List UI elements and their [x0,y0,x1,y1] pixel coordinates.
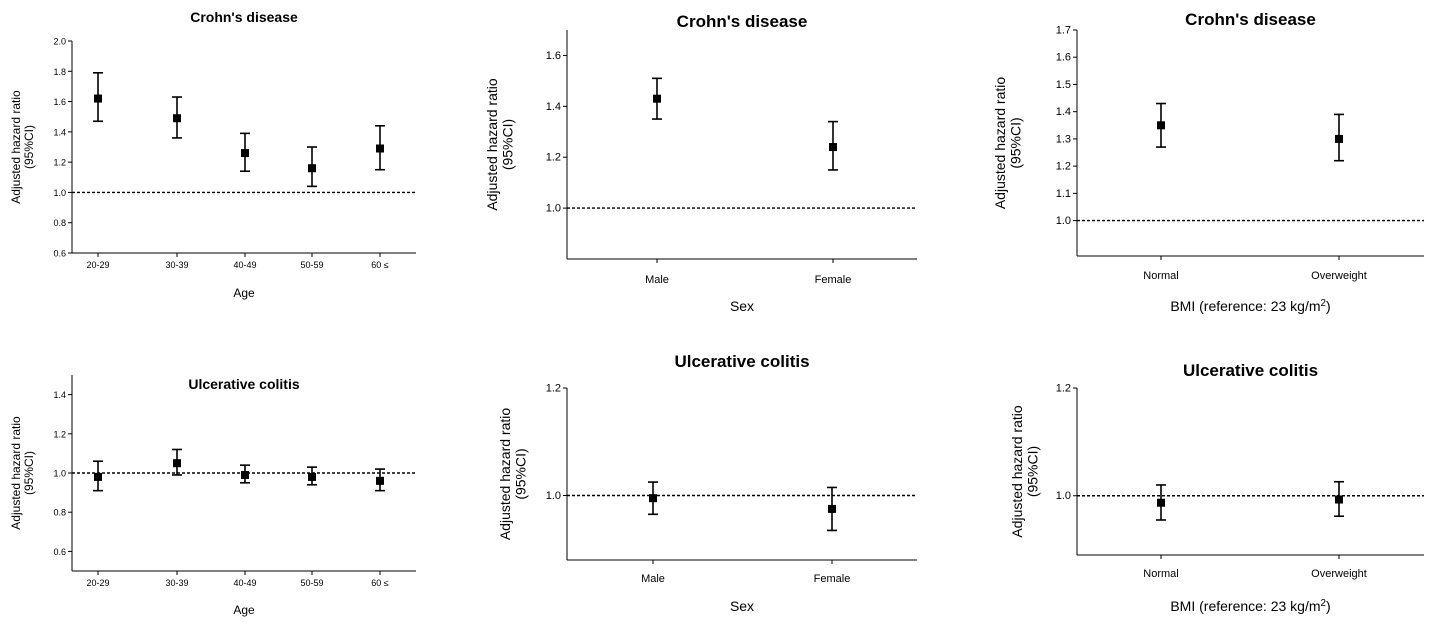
chart-panel-1: Crohn's disease 0.6 0.8 1.0 1.2 1.4 1.6 1.8 2.0 2… [9,9,416,300]
x-axis-label: BMI (reference: 23 kg/m2) [1170,298,1330,315]
y-tick-label: 1.2 [1056,161,1071,173]
x-tick-label: Normal [1143,270,1178,282]
y-tick-label: 1.4 [53,390,66,400]
y-tick-label: 1.0 [1056,215,1071,227]
x-axis-label: Sex [730,298,754,314]
y-axis-label: Adjusted hazard ratio(95%CI) [9,90,36,204]
y-tick-label: 1.4 [53,127,66,137]
point-estimate [653,94,661,103]
y-tick-label: 1.2 [546,383,561,395]
chart-title: Ulcerative colitis [188,376,299,392]
x-tick-label: Overweight [1311,270,1367,282]
chart-title: Ulcerative colitis [1183,361,1318,380]
x-tick-label: 60 ≤ [371,260,389,270]
y-tick-label: 1.6 [1056,52,1071,64]
y-tick-label: 1.2 [53,158,66,168]
x-tick-label: 40-49 [233,578,256,588]
y-tick-label: 1.0 [546,490,561,502]
y-tick-label: 1.4 [1056,106,1071,118]
y-axis-label: Adjusted hazard ratio(95%CI) [484,78,515,211]
x-tick-label: Normal [1143,568,1178,580]
chart-title: Crohn's disease [1185,10,1316,29]
y-tick-label: 0.8 [53,508,66,518]
point-estimate [1335,495,1343,504]
x-axis-label: Age [233,286,255,300]
y-axis-label: Adjusted hazard ratio(95%CI) [992,77,1023,210]
point-estimate [376,476,384,485]
y-tick-label: 1.6 [546,50,561,62]
point-estimate [1157,498,1165,507]
y-axis-label: Adjusted hazard ratio(95%CI) [9,416,36,530]
chart-panel-3: Crohn's disease 1.0 1.1 1.2 1.3 1.4 1.5 1.6 1.7 N… [992,10,1424,314]
chart-panel-2: Crohn's disease 1.0 1.2 1.4 1.6 Male Female Sex… [484,12,917,314]
x-tick-label: Male [645,274,669,286]
y-tick-label: 0.8 [53,218,66,228]
x-axis-label: Sex [730,598,754,614]
y-axis-label: Adjusted hazard ratio(95%CI) [1009,405,1040,538]
y-tick-label: 0.6 [53,547,66,557]
chart-panel-5: Ulcerative colitis 1.0 1.2 Male Female Sex Adj… [497,352,917,614]
point-estimate [241,149,249,158]
point-estimate [241,470,249,479]
point-estimate [308,472,316,481]
point-estimate [1335,134,1343,143]
y-tick-label: 1.0 [546,203,561,215]
x-tick-label: 20-29 [86,260,109,270]
y-tick-label: 1.0 [53,188,66,198]
x-tick-label: 20-29 [86,578,109,588]
chart-title: Crohn's disease [190,9,298,25]
point-estimate [829,143,837,152]
point-estimate [173,459,181,468]
y-tick-label: 1.2 [1056,383,1071,395]
y-tick-label: 1.8 [53,67,66,77]
y-tick-label: 1.7 [1056,25,1071,37]
chart-title: Crohn's disease [677,12,808,31]
y-tick-label: 1.6 [53,97,66,107]
point-estimate [308,164,316,173]
y-axis-label: Adjusted hazard ratio(95%CI) [497,408,528,541]
y-tick-label: 1.0 [1056,490,1071,502]
point-estimate [828,504,836,513]
x-tick-label: 60 ≤ [371,578,389,588]
y-tick-label: 0.6 [53,249,66,259]
chart-panel-6: Ulcerative colitis 1.0 1.2 Normal Overweight… [1009,361,1424,614]
x-tick-label: Female [815,274,852,286]
point-estimate [173,114,181,123]
y-tick-label: 1.4 [546,101,561,113]
x-tick-label: Overweight [1311,568,1367,580]
x-tick-label: 30-39 [165,260,188,270]
x-tick-label: 50-59 [300,260,323,270]
y-tick-label: 1.2 [546,152,561,164]
x-tick-label: Male [641,573,665,585]
chart-title: Ulcerative colitis [674,352,809,371]
y-tick-label: 1.5 [1056,79,1071,91]
x-tick-label: Female [814,573,851,585]
chart-panel-4: Ulcerative colitis 0.6 0.8 1.0 1.2 1.4 20-29 30… [9,375,416,617]
x-tick-label: 40-49 [233,260,256,270]
point-estimate [94,472,102,481]
point-estimate [376,144,384,153]
y-tick-label: 1.2 [53,429,66,439]
y-tick-label: 2.0 [53,37,66,47]
y-tick-label: 1.3 [1056,133,1071,145]
x-axis-label: BMI (reference: 23 kg/m2) [1170,598,1330,615]
x-tick-label: 50-59 [300,578,323,588]
x-tick-label: 30-39 [165,578,188,588]
point-estimate [649,494,657,503]
y-tick-label: 1.0 [53,469,66,479]
x-axis-label: Age [233,603,255,617]
point-estimate [94,94,102,103]
y-tick-label: 1.1 [1056,188,1071,200]
point-estimate [1157,121,1165,130]
